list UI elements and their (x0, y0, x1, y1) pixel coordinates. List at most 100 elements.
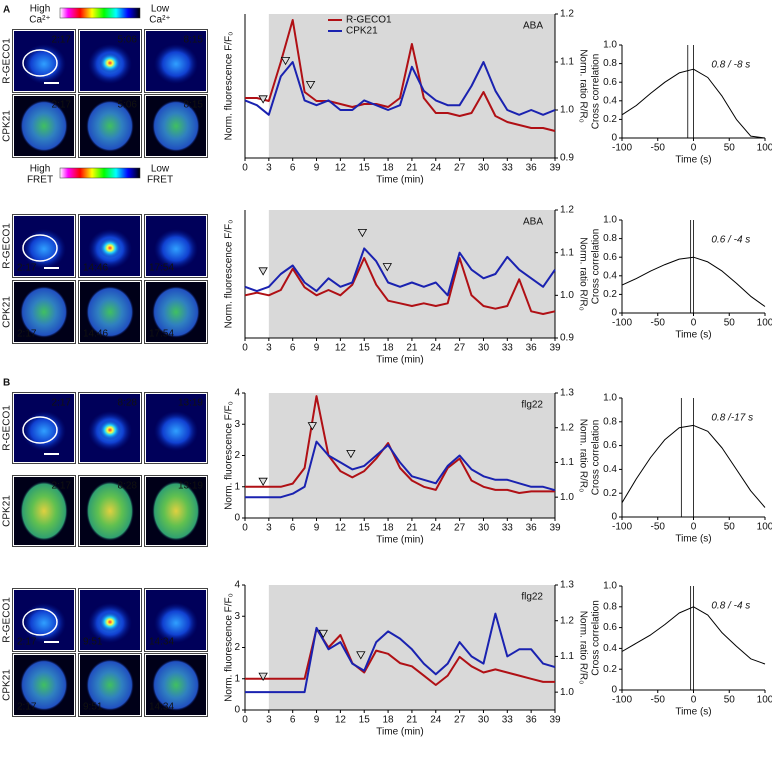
y-tick-label: 2 (234, 642, 240, 653)
x-tick-label: 6 (290, 715, 296, 726)
timestamp: 5:06 (118, 35, 138, 46)
cell-fret (152, 100, 200, 152)
cell-signal (154, 411, 198, 451)
y-tick-label: 0 (611, 133, 617, 144)
y2-axis-title: Norm. ratio R/R₀ (577, 49, 588, 123)
timestamp: 2:17 (17, 702, 37, 713)
timestamp: 17:54 (149, 263, 174, 274)
cell-fret (152, 481, 200, 541)
series-line (621, 606, 766, 665)
x-tick-label: -50 (651, 522, 666, 533)
y2-tick-label: 0.9 (560, 333, 574, 344)
series-line (621, 68, 766, 139)
cell-fret (86, 100, 134, 152)
x-tick-label: 0 (691, 318, 697, 329)
scale-label: Low (151, 164, 170, 175)
y-tick-label: 0.4 (603, 643, 617, 654)
y2-tick-label: 1.2 (560, 205, 574, 216)
correlation-annotation: 0.6 / -4 s (711, 235, 750, 246)
scale-label: FRET (27, 175, 53, 186)
x-tick-label: 15 (359, 523, 371, 534)
x-tick-label: 6 (290, 523, 296, 534)
cell-signal (22, 603, 66, 643)
scale-label: High (30, 164, 51, 175)
x-tick-label: 9 (314, 523, 320, 534)
x-tick-label: 15 (359, 715, 371, 726)
x-tick-label: 3 (266, 343, 272, 354)
y-tick-label: 0.8 (603, 58, 617, 69)
y-tick-label: 0 (611, 308, 617, 319)
x-tick-label: 21 (406, 715, 418, 726)
event-marker (382, 263, 392, 272)
x-tick-label: 30 (478, 523, 490, 534)
timestamp: 2:17 (52, 100, 72, 111)
x-tick-label: 50 (724, 695, 736, 706)
x-tick-label: 39 (549, 715, 561, 726)
x-tick-label: -100 (612, 522, 632, 533)
y2-tick-label: 1.0 (560, 492, 574, 503)
x-tick-label: 30 (478, 163, 490, 174)
series-line (621, 256, 766, 307)
x-tick-label: 3 (266, 715, 272, 726)
cell-signal (99, 420, 121, 440)
y2-tick-label: 1.3 (560, 388, 574, 399)
event-marker (258, 267, 268, 276)
x-tick-label: 0 (691, 695, 697, 706)
channel-label: R-GECO1 (2, 38, 13, 84)
y-axis-title: Cross correlation (591, 600, 602, 676)
stimulus-label: flg22 (521, 592, 543, 603)
stimulus-shade (268, 585, 555, 710)
x-tick-label: 0 (691, 522, 697, 533)
x-tick-label: 12 (335, 523, 347, 534)
y-tick-label: 0.8 (603, 233, 617, 244)
timestamp: 17:54 (149, 329, 174, 340)
timestamp: 14:46 (83, 329, 108, 340)
x-tick-label: 30 (478, 343, 490, 354)
series-line (245, 627, 555, 686)
x-tick-label: 9 (314, 343, 320, 354)
y-axis-title: Cross correlation (591, 54, 602, 130)
x-tick-label: 21 (406, 163, 418, 174)
cell-fret (20, 286, 68, 338)
x-tick-label: 21 (406, 523, 418, 534)
x-tick-label: -100 (612, 695, 632, 706)
y-tick-label: 4 (234, 388, 240, 399)
timestamp: 5:06 (118, 100, 138, 111)
stimulus-label: flg22 (521, 400, 543, 411)
x-tick-label: 24 (430, 715, 442, 726)
x-tick-label: 50 (724, 522, 736, 533)
legend-label: CPK21 (346, 26, 378, 37)
series-line (244, 257, 556, 315)
x-tick-label: 36 (526, 343, 538, 354)
x-tick-label: 39 (549, 343, 561, 354)
series-line (245, 440, 556, 499)
y-tick-label: 1 (234, 673, 240, 684)
timestamp: 2:17 (52, 481, 72, 492)
x-tick-label: 33 (502, 343, 514, 354)
y2-tick-label: 1.0 (560, 105, 574, 116)
correlation-annotation: 0.8 /-17 s (711, 413, 753, 424)
x-tick-label: 33 (502, 163, 514, 174)
channel-label: CPK21 (2, 669, 13, 701)
timestamp: 8:15 (184, 35, 204, 46)
timestamp: 8:28 (118, 398, 138, 409)
stimulus-shade (268, 14, 555, 158)
cell-fret (86, 481, 134, 541)
y-tick-label: 0.6 (603, 622, 617, 633)
channel-label: CPK21 (2, 296, 13, 328)
y-tick-label: 3 (234, 419, 240, 430)
timestamp: 8:15 (184, 100, 204, 111)
timestamp: 14:34 (149, 637, 174, 648)
y-tick-label: 1.0 (603, 215, 617, 226)
x-tick-label: -50 (651, 695, 666, 706)
x-tick-label: 36 (526, 715, 538, 726)
event-marker (305, 81, 316, 90)
color-scale (59, 7, 141, 19)
y-tick-label: 0.4 (603, 270, 617, 281)
cell-signal (99, 612, 121, 632)
channel-label: R-GECO1 (2, 597, 13, 643)
correlation-annotation: 0.8 / -8 s (711, 60, 750, 71)
x-tick-label: -100 (612, 143, 632, 154)
x-axis-title: Time (s) (675, 330, 711, 341)
x-tick-label: 12 (335, 715, 347, 726)
